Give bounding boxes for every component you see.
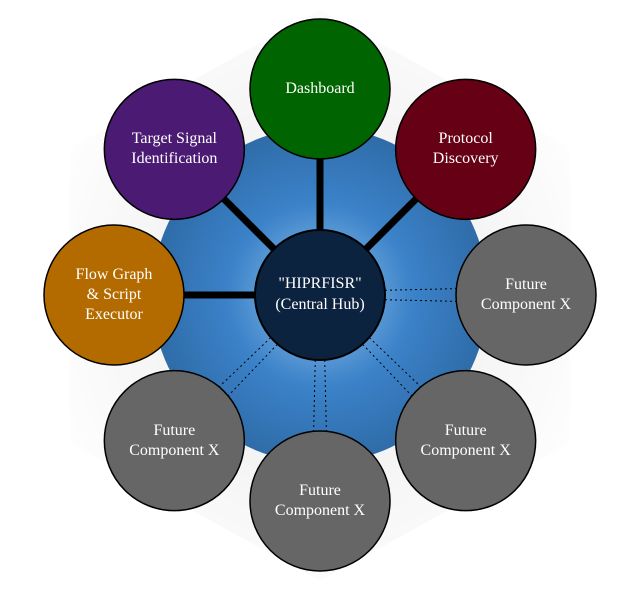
node-future-br [396,371,536,511]
node-flowgraph [44,225,184,365]
node-protocol [396,79,536,219]
node-future-r [456,225,596,365]
diagram-stage: DashboardProtocol DiscoveryFuture Compon… [0,0,640,591]
node-dashboard [250,19,390,159]
node-future-bl [104,371,244,511]
node-target [104,79,244,219]
node-future-b [250,431,390,571]
hub-label: "HIPRFISR" (Central Hub) [255,274,385,316]
